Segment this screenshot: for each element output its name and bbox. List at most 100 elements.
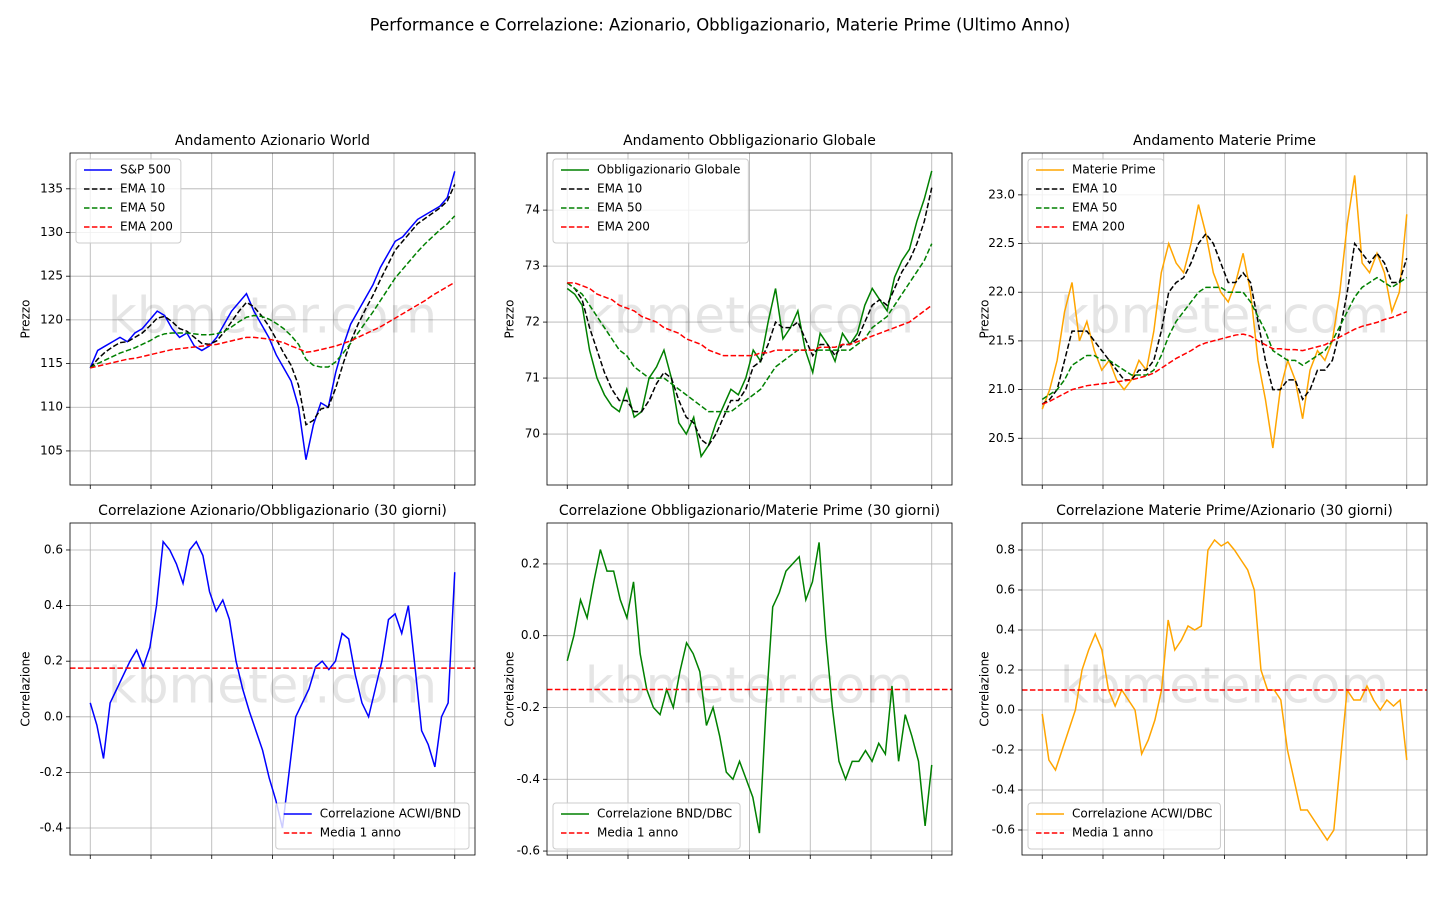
y-tick-label: -0.2 (992, 743, 1015, 757)
legend-label: Media 1 anno (597, 826, 678, 840)
y-tick-label: -0.2 (517, 700, 540, 714)
y-tick-label: 0.6 (996, 583, 1015, 597)
axes-frame (69, 522, 476, 856)
legend: Obbligazionario Globale EMA 10 EMA 50 EMA 2… (552, 158, 749, 244)
y-axis-label: Correlazione (503, 651, 517, 726)
y-tick-label: 0.4 (996, 623, 1015, 637)
y-tick-label: -0.2 (40, 765, 63, 779)
legend-label: Correlazione ACWI/BND (320, 807, 461, 821)
legend-label: EMA 10 (120, 182, 165, 196)
y-tick-label: 0.0 (996, 703, 1015, 717)
series-line (1041, 175, 1408, 449)
legend-label: S&P 500 (120, 163, 171, 177)
watermark: kbmeter.com (585, 287, 914, 345)
y-tick-label: 22.0 (988, 285, 1015, 299)
legend-label: EMA 10 (1072, 182, 1117, 196)
y-tick-label: 110 (40, 400, 63, 414)
series-line (89, 215, 456, 369)
y-tick-label: -0.4 (992, 783, 1015, 797)
y-tick-label: 0.0 (521, 628, 540, 642)
chart-title: Andamento Materie Prime (1133, 133, 1316, 149)
axes-frame (1021, 152, 1428, 486)
y-tick-label: -0.6 (992, 823, 1015, 837)
y-tick-label: -0.6 (517, 844, 540, 858)
series-line (1041, 311, 1408, 405)
legend-label: Media 1 anno (320, 826, 401, 840)
legend-box (275, 802, 470, 850)
series-line (567, 282, 933, 357)
y-tick-label: 70 (525, 427, 540, 441)
series-line (566, 187, 933, 447)
y-tick-label: -0.4 (40, 821, 63, 835)
y-tick-label: 20.5 (988, 431, 1015, 445)
y-tick-label: 22.5 (988, 236, 1015, 250)
y-tick-label: 73 (525, 259, 540, 273)
legend-label: EMA 200 (120, 220, 173, 234)
legend-label: EMA 200 (1072, 220, 1125, 234)
legend-box (552, 158, 749, 244)
y-tick-label: 0.2 (44, 654, 63, 668)
y-tick-label: -0.4 (517, 772, 540, 786)
axes-frame (546, 152, 953, 486)
y-axis-label: Prezzo (978, 299, 992, 338)
legend-label: Materie Prime (1072, 163, 1156, 177)
y-tick-label: 0.8 (996, 543, 1015, 557)
legend: S&P 500 EMA 10 EMA 50 EMA 200 (75, 158, 182, 244)
series-line (89, 171, 456, 460)
y-tick-label: 0.0 (44, 709, 63, 723)
y-axis-label: Prezzo (503, 299, 517, 338)
series-line (1041, 538, 1408, 842)
legend-box (552, 802, 741, 850)
y-tick-label: 23.0 (988, 187, 1015, 201)
series-line (566, 243, 933, 413)
y-tick-label: 74 (525, 203, 540, 217)
legend: Correlazione ACWI/DBC Media 1 anno (1027, 802, 1221, 850)
y-tick-label: 21.0 (988, 382, 1015, 396)
watermark: kbmeter.com (108, 657, 437, 715)
axes-frame (1021, 522, 1428, 856)
y-tick-label: 0.2 (521, 556, 540, 570)
chart-title: Correlazione Obbligazionario/Materie Pri… (559, 503, 940, 519)
chart-title: Andamento Azionario World (175, 133, 370, 149)
legend-label: EMA 50 (1072, 201, 1117, 215)
watermark: kbmeter.com (1060, 657, 1389, 715)
legend-label: EMA 10 (597, 182, 642, 196)
series-line (1041, 276, 1408, 400)
y-tick-label: 0.4 (44, 598, 63, 612)
series-line (566, 170, 933, 459)
series-line (566, 542, 933, 834)
legend: Correlazione BND/DBC Media 1 anno (552, 802, 741, 850)
series-line (90, 281, 456, 369)
y-tick-label: 125 (40, 269, 63, 283)
series-line (89, 184, 456, 426)
y-axis-label: Correlazione (19, 651, 33, 726)
axes-frame (69, 152, 476, 486)
legend-label: Obbligazionario Globale (597, 163, 740, 177)
y-tick-label: 71 (525, 371, 540, 385)
axes-frame (546, 522, 953, 856)
y-tick-label: 120 (40, 312, 63, 326)
y-tick-label: 130 (40, 225, 63, 239)
y-tick-label: 135 (40, 181, 63, 195)
y-tick-label: 0.6 (44, 542, 63, 556)
legend-box (1027, 158, 1165, 244)
legend-label: Media 1 anno (1072, 826, 1153, 840)
y-axis-label: Prezzo (19, 299, 33, 338)
y-axis-label: Correlazione (978, 651, 992, 726)
figure-title: Performance e Correlazione: Azionario, O… (370, 16, 1071, 35)
legend-label: EMA 50 (120, 201, 165, 215)
y-tick-label: 105 (40, 443, 63, 457)
legend-label: EMA 50 (597, 201, 642, 215)
legend: Materie Prime EMA 10 EMA 50 EMA 200 (1027, 158, 1165, 244)
legend-label: Correlazione ACWI/DBC (1072, 807, 1212, 821)
chart-title: Correlazione Azionario/Obbligazionario (… (98, 503, 447, 519)
series-line (89, 539, 456, 829)
chart-title: Correlazione Materie Prime/Azionario (30… (1056, 503, 1393, 519)
legend: Correlazione ACWI/BND Media 1 anno (275, 802, 470, 850)
legend-box (75, 158, 182, 244)
y-tick-label: 0.2 (996, 663, 1015, 677)
watermark: kbmeter.com (585, 657, 914, 715)
chart-title: Andamento Obbligazionario Globale (623, 133, 876, 149)
legend-box (1027, 802, 1221, 850)
